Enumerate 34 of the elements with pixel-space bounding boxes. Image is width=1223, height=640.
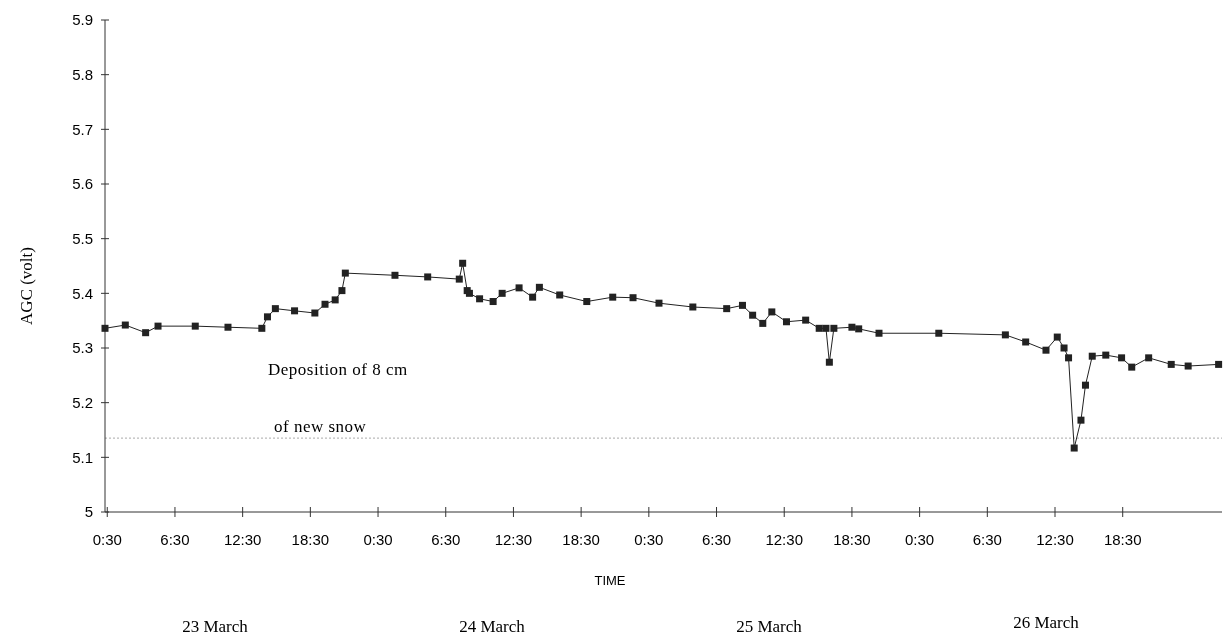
- x-tick-label: 6:30: [972, 531, 1002, 548]
- x-axis-title: TIME: [594, 573, 626, 588]
- y-tick-label: 5.8: [72, 65, 93, 83]
- x-tick-label: 0:30: [634, 531, 664, 548]
- y-tick-label: 5.2: [72, 393, 93, 411]
- x-tick-label: 0:30: [363, 531, 393, 548]
- text: 24 March: [459, 617, 526, 636]
- x-tick-label: 18:30: [291, 531, 330, 548]
- x-tick-label: 18:30: [1103, 531, 1142, 548]
- y-tick-label: 5.9: [72, 11, 93, 29]
- x-tick-label: 18:30: [562, 531, 600, 548]
- x-tick-label: 6:30: [701, 531, 732, 548]
- y-tick-label: 5.3: [72, 339, 93, 357]
- x-tick-label: 6:30: [160, 531, 190, 548]
- annotation: Deposition of 8 cm: [268, 360, 408, 379]
- x-tick-label: 12:30: [223, 531, 262, 548]
- x-tick-label: 18:30: [833, 531, 871, 548]
- x-tick-label: 6:30: [431, 531, 461, 548]
- y-tick-label: 5: [84, 503, 93, 521]
- y-tick-label: 5.7: [72, 120, 93, 138]
- text: 25 March: [736, 617, 803, 636]
- text: 26 March: [1013, 613, 1080, 632]
- annotation: of new snow: [274, 417, 367, 436]
- x-tick-label: 0:30: [905, 531, 935, 548]
- x-tick-label: 12:30: [765, 531, 803, 548]
- y-axis-title: AGC (volt): [17, 247, 36, 325]
- y-tick-label: 5.1: [72, 448, 93, 466]
- y-tick-label: 5.5: [72, 229, 93, 247]
- y-tick-label: 5.4: [72, 284, 93, 302]
- x-tick-label: 12:30: [1036, 531, 1074, 548]
- x-tick-label: 12:30: [494, 531, 533, 548]
- text: 23 March: [182, 617, 249, 636]
- x-tick-label: 0:30: [92, 531, 122, 548]
- y-tick-label: 5.6: [72, 175, 93, 193]
